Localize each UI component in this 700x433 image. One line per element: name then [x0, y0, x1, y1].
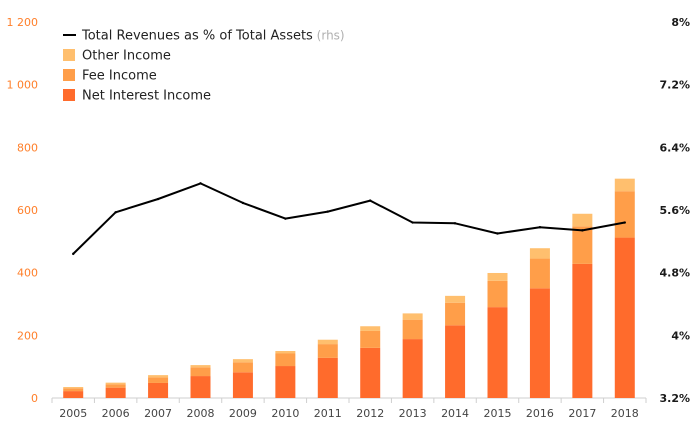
x-tick-label: 2007	[144, 407, 172, 420]
legend-label-fee-income: Fee Income	[82, 69, 157, 84]
y-tick-label-left: 400	[17, 267, 38, 280]
line-point	[538, 226, 542, 229]
y-tick-label-right: 7.2%	[659, 79, 690, 92]
y-tick-label-right: 3.2%	[659, 392, 690, 405]
line-point	[496, 232, 499, 235]
line-point	[326, 210, 329, 213]
legend-label-total-revenues-as-of-total-assets: Total Revenues as % of Total Assets (rhs…	[81, 29, 345, 44]
bar-other-income	[445, 295, 466, 303]
bar-net-interest-income	[529, 288, 550, 398]
bar-other-income	[148, 375, 169, 378]
line-point	[199, 182, 202, 185]
legend-swatch-other-income	[63, 49, 75, 61]
line-point	[72, 252, 75, 256]
bar-net-interest-income	[63, 391, 84, 398]
bar-fee-income	[232, 362, 253, 373]
bar-fee-income	[148, 377, 169, 383]
bar-other-income	[317, 339, 338, 345]
x-tick-label: 2014	[441, 407, 469, 420]
bar-net-interest-income	[105, 387, 126, 398]
bar-other-income	[487, 272, 508, 281]
y-tick-label-right: 4.8%	[659, 267, 690, 280]
line-point	[581, 229, 584, 232]
line-point	[156, 197, 160, 201]
bar-fee-income	[275, 353, 296, 367]
line-point	[241, 201, 245, 205]
bar-net-interest-income	[402, 339, 423, 398]
x-tick-label: 2012	[356, 407, 384, 420]
bar-net-interest-income	[275, 366, 296, 398]
bar-fee-income	[487, 280, 508, 308]
bar-fee-income	[63, 388, 84, 392]
y-tick-label-left: 800	[17, 141, 38, 154]
line-point	[453, 222, 457, 225]
bar-net-interest-income	[232, 372, 253, 398]
y-tick-label-left: 200	[17, 329, 38, 342]
bar-net-interest-income	[445, 325, 466, 398]
x-tick-label: 2013	[399, 407, 427, 420]
bar-fee-income	[529, 258, 550, 289]
x-tick-label: 2005	[59, 407, 87, 420]
x-tick-label: 2018	[611, 407, 639, 420]
bar-net-interest-income	[148, 382, 169, 398]
bar-net-interest-income	[190, 376, 211, 398]
line-total-revenues-pct	[72, 182, 625, 255]
y-tick-label-left: 600	[17, 204, 38, 217]
y-tick-label-left: 0	[31, 392, 38, 405]
x-tick-label: 2009	[229, 407, 257, 420]
y-tick-label-left: 1 200	[7, 16, 39, 29]
x-tick-label: 2011	[314, 407, 342, 420]
bar-other-income	[190, 365, 211, 368]
bars	[63, 178, 635, 398]
line-point	[284, 217, 287, 220]
bar-other-income	[402, 313, 423, 320]
bar-net-interest-income	[572, 263, 593, 398]
bar-fee-income	[572, 226, 593, 264]
y-tick-label-right: 8%	[671, 16, 690, 29]
bar-other-income	[360, 326, 381, 331]
line-point	[114, 211, 117, 214]
bar-other-income	[63, 387, 84, 389]
bar-fee-income	[105, 384, 126, 388]
legend: Total Revenues as % of Total Assets (rhs…	[63, 29, 345, 104]
bar-fee-income	[614, 191, 635, 238]
line-point	[623, 221, 626, 224]
bar-fee-income	[190, 367, 211, 377]
line-point	[411, 221, 414, 224]
bar-other-income	[275, 351, 296, 354]
legend-label-other-income: Other Income	[82, 49, 171, 64]
x-tick-label: 2016	[526, 407, 554, 420]
line-point	[369, 199, 372, 202]
x-tick-label: 2006	[102, 407, 130, 420]
bar-net-interest-income	[487, 307, 508, 398]
legend-swatch-fee-income	[63, 69, 75, 81]
bar-other-income	[232, 359, 253, 363]
legend-suffix: (rhs)	[313, 29, 345, 43]
bar-fee-income	[360, 330, 381, 348]
bar-net-interest-income	[360, 347, 381, 398]
y-tick-label-right: 4%	[671, 329, 690, 342]
bar-other-income	[105, 382, 126, 385]
y-tick-label-left: 1 000	[7, 79, 39, 92]
legend-label-net-interest-income: Net Interest Income	[82, 89, 211, 104]
bar-fee-income	[402, 319, 423, 340]
bar-other-income	[614, 178, 635, 192]
bar-net-interest-income	[317, 357, 338, 398]
axes: 0 200 400 600 800 1 000 1 200 3.2% 4% 4.8% 5.6% 6.4…	[7, 16, 691, 420]
x-tick-label: 2017	[568, 407, 596, 420]
legend-swatch-net-interest-income	[63, 89, 75, 101]
bar-fee-income	[317, 344, 338, 358]
x-tick-label: 2008	[187, 407, 215, 420]
y-tick-label-right: 5.6%	[659, 204, 690, 217]
x-tick-label: 2010	[271, 407, 299, 420]
x-tick-label: 2015	[484, 407, 512, 420]
bar-fee-income	[445, 302, 466, 326]
bar-other-income	[529, 248, 550, 259]
bar-other-income	[572, 213, 593, 227]
y-tick-label-right: 6.4%	[659, 141, 690, 154]
bar-net-interest-income	[614, 237, 635, 398]
line-layer	[72, 182, 626, 256]
